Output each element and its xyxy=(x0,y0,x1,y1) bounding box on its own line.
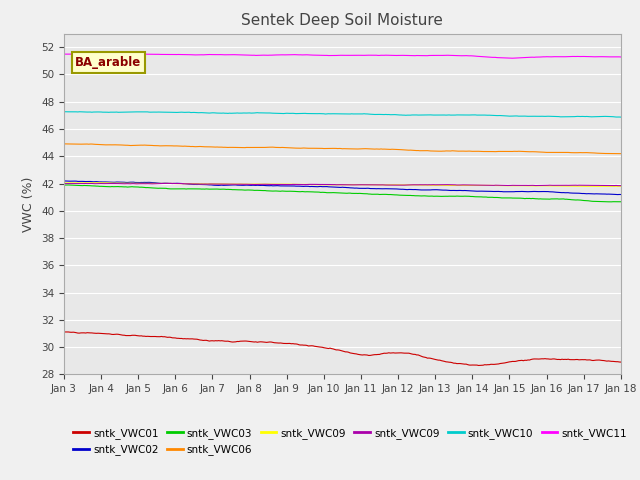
Title: Sentek Deep Soil Moisture: Sentek Deep Soil Moisture xyxy=(241,13,444,28)
Legend: sntk_VWC01, sntk_VWC02, sntk_VWC03, sntk_VWC06, sntk_VWC09, sntk_VWC09, sntk_VWC: sntk_VWC01, sntk_VWC02, sntk_VWC03, sntk… xyxy=(69,424,631,459)
Text: BA_arable: BA_arable xyxy=(75,56,141,69)
Y-axis label: VWC (%): VWC (%) xyxy=(22,176,35,232)
